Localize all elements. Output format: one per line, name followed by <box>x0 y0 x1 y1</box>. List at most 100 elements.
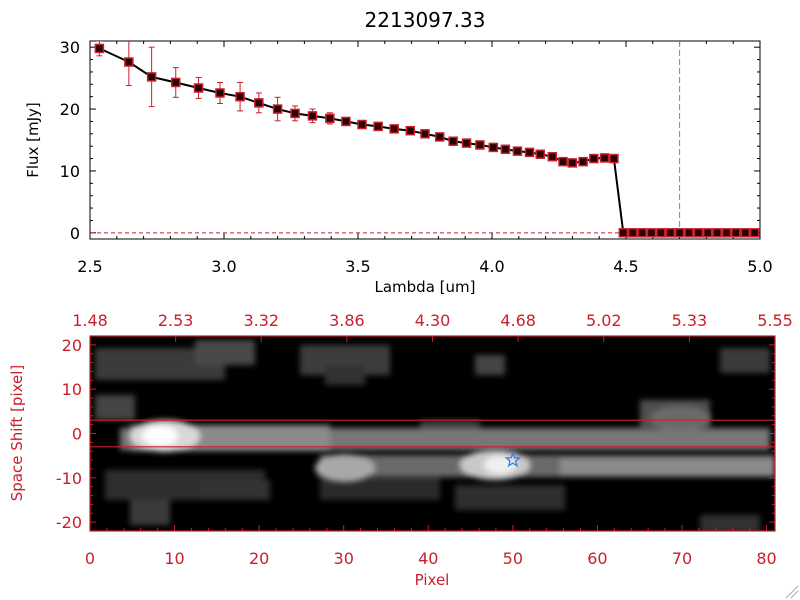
noise-patch <box>325 365 365 385</box>
image-y-tick-label: -10 <box>56 469 82 488</box>
trace2-bright-core <box>484 456 516 474</box>
spectrum-point <box>684 228 694 238</box>
spectrum-x-tick-label: 3.5 <box>345 257 370 276</box>
spectrum-point <box>272 104 283 114</box>
spectrum-line <box>98 47 755 234</box>
trace-source-core <box>142 426 178 446</box>
spectrum-x-tick-label: 4.5 <box>613 257 638 276</box>
noise-patch <box>200 480 270 500</box>
spectrum-x-label: Lambda [um] <box>375 278 476 296</box>
image-top-tick-label: 5.33 <box>672 311 708 330</box>
spectrum-point <box>731 228 741 238</box>
spectrum-y-tick-label: 10 <box>60 162 80 181</box>
image-y-tick-label: -20 <box>56 513 82 532</box>
trace-secondary-blob <box>650 406 710 430</box>
spectrum-point <box>171 77 181 88</box>
spectrum-point <box>307 111 318 121</box>
spectrum-annotations <box>90 41 760 239</box>
spectrum-point <box>749 228 760 238</box>
image-top-ticks: 1.48 2.53 3.32 3.86 4.30 4.68 5.02 5.33 5.55 <box>72 311 793 342</box>
image-x-tick-label: 30 <box>334 549 354 568</box>
spectrum-y-tick-label: 30 <box>60 38 80 57</box>
image-y-tick-label: 10 <box>62 380 82 399</box>
spectrum-point <box>290 108 300 119</box>
spectrum-point <box>547 151 558 162</box>
image-x-label: Pixel <box>415 571 450 589</box>
image-top-tick-label: 3.86 <box>329 311 365 330</box>
spectrum-point <box>702 228 713 238</box>
spectrum-point <box>589 153 599 164</box>
spectrum-y-tick-label: 20 <box>60 100 80 119</box>
spectrum-point <box>488 142 499 153</box>
spectrum-point <box>599 153 610 163</box>
spectrum-point <box>373 121 383 132</box>
image-x-tick-label: 40 <box>418 549 438 568</box>
spectrum-point <box>254 98 264 108</box>
noise-patch <box>95 395 135 420</box>
image-y-tick-label: 20 <box>62 336 82 355</box>
spectrum-point <box>646 228 657 238</box>
spectrum-point <box>500 144 511 155</box>
noise-patch <box>720 348 770 373</box>
image-top-tick-label: 3.32 <box>243 311 279 330</box>
image-top-tick-label: 5.55 <box>757 311 793 330</box>
spectrum-point <box>693 228 704 238</box>
spectrum-plot: 2213097.33 2.5 3.0 3.5 4.0 4.5 5.0 0 10 20 30 La… <box>24 8 773 296</box>
spectrum-point <box>637 228 647 238</box>
trace2-tail <box>560 458 775 476</box>
spectrum-point <box>146 72 157 82</box>
spectrum-point <box>578 156 588 167</box>
source-star-icon <box>504 451 522 468</box>
spectrum-image <box>90 336 775 531</box>
noise-patch <box>130 500 170 525</box>
spectrum-x-tick-label: 2.5 <box>77 257 102 276</box>
spectrum-y-tick-label: 0 <box>70 224 80 243</box>
noise-patch <box>700 515 760 531</box>
spectrum-point <box>405 125 416 136</box>
spectrum-point <box>609 153 619 164</box>
trace2-blob <box>315 454 375 482</box>
secondary-trace <box>315 450 775 482</box>
spectrum-point <box>434 132 445 142</box>
spectrum-title: 2213097.33 <box>365 8 486 32</box>
image-top-tick-label: 4.30 <box>415 311 451 330</box>
spectrum-point <box>461 138 472 148</box>
spectrum-point <box>512 146 523 156</box>
spectrum-point <box>674 228 685 238</box>
image-top-tick-label: 5.02 <box>586 311 622 330</box>
spectrum-point <box>524 147 535 158</box>
extraction-window <box>90 419 775 448</box>
spectrum-point <box>656 228 666 238</box>
noise-patch <box>475 355 505 375</box>
spectrum-point <box>124 57 134 67</box>
noise-patch <box>195 340 255 365</box>
resize-grip-icon[interactable] <box>785 585 799 599</box>
image-x-tick-label: 70 <box>672 549 692 568</box>
spectrum-point <box>193 83 204 93</box>
spectrum-point <box>94 43 105 54</box>
image-x-tick-label: 80 <box>756 549 776 568</box>
spectrum-x-tick-label: 4.0 <box>479 257 504 276</box>
spectrum-x-tick-label: 3.0 <box>211 257 236 276</box>
image-top-tick-label: 1.48 <box>72 311 108 330</box>
spectrum-point <box>665 228 675 238</box>
spectrum-point <box>618 228 629 238</box>
spectrum-y-ticks: 0 10 20 30 <box>60 38 760 243</box>
image-top-tick-label: 4.68 <box>500 311 536 330</box>
spectrum-point <box>535 149 545 159</box>
spectrum-point <box>740 228 751 238</box>
image-y-ticks: -20 -10 0 10 20 <box>56 336 775 532</box>
spectrum-point <box>215 88 225 98</box>
spectrum-y-label: Flux [mJy] <box>24 102 42 178</box>
star-shape <box>504 451 522 468</box>
spectrum-point <box>357 119 367 130</box>
spectrum-x-ticks: 2.5 3.0 3.5 4.0 4.5 5.0 <box>77 41 773 276</box>
noise-patch <box>455 485 565 510</box>
spectrum-point <box>448 136 458 146</box>
spectrum-point <box>341 116 351 127</box>
image-x-tick-label: 50 <box>503 549 523 568</box>
spectrum-markers <box>94 43 760 238</box>
image-x-tick-label: 20 <box>249 549 269 568</box>
spectrum-point <box>558 156 568 167</box>
